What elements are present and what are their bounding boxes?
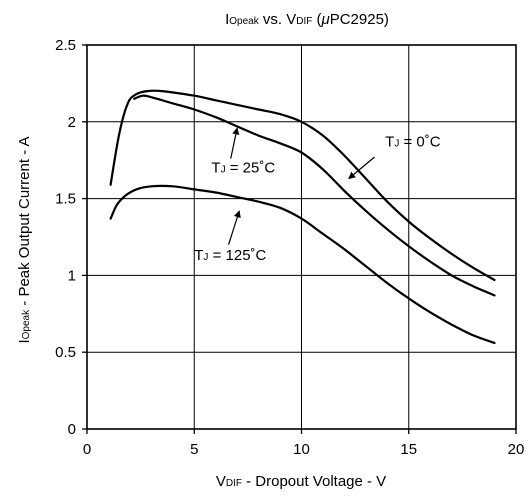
y-axis-label: IOpeak - Peak Output Current - A — [16, 136, 33, 343]
series-line-1 — [133, 94, 496, 297]
series-label-arrow — [230, 127, 240, 159]
x-tick-label: 5 — [190, 441, 198, 458]
y-tick-label: 2.5 — [55, 37, 76, 54]
series-label-arrow — [227, 210, 241, 245]
chart-title: IOpeak vs. VDIF (μPC2925) — [225, 11, 389, 28]
series-label: TJ = 0˚C — [385, 133, 441, 150]
series-label: TJ = 125˚C — [194, 247, 266, 264]
series-label: TJ = 25˚C — [211, 159, 275, 176]
grid-lines — [87, 45, 516, 429]
series-label-arrow — [348, 156, 375, 180]
y-tick-label: 0 — [68, 421, 76, 438]
y-axis-ticks: 0 0.5 1 1.5 2 2.5 — [55, 37, 87, 438]
x-axis-label: VDIF - Dropout Voltage - V — [216, 473, 386, 490]
y-tick-label: 2 — [68, 114, 76, 131]
x-tick-label: 15 — [400, 441, 417, 458]
y-tick-label: 1.5 — [55, 191, 76, 208]
x-tick-label: 0 — [83, 441, 91, 458]
series-line-2 — [109, 184, 496, 345]
x-axis-ticks: 0 5 10 15 20 — [83, 429, 525, 458]
y-tick-label: 1 — [68, 267, 76, 284]
series-lines — [109, 89, 496, 345]
series-line-0 — [109, 89, 496, 282]
series-labels: TJ = 0˚C TJ = 25˚C TJ = 125˚C — [194, 127, 441, 264]
x-tick-label: 10 — [293, 441, 310, 458]
y-tick-label: 0.5 — [55, 344, 76, 361]
x-tick-label: 20 — [508, 441, 525, 458]
